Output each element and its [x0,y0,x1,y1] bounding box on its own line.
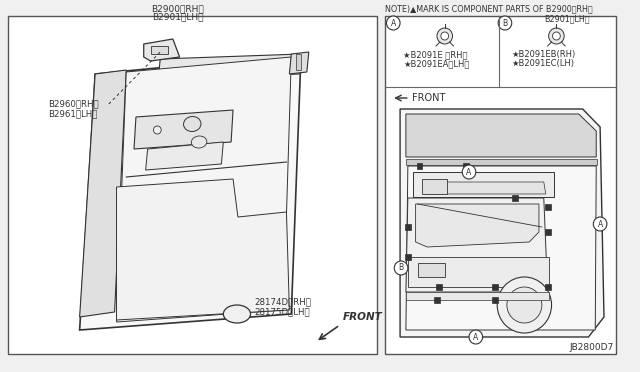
Circle shape [507,287,542,323]
Text: JB2800D7: JB2800D7 [570,343,614,352]
Polygon shape [400,109,604,337]
Text: A: A [390,19,396,28]
Bar [417,263,445,277]
Text: B2901〈LH〉: B2901〈LH〉 [152,12,204,21]
Polygon shape [406,159,597,165]
Bar [492,284,498,290]
Text: B2961〈LH〉: B2961〈LH〉 [49,109,98,119]
Polygon shape [79,70,126,317]
Bar [8,16,377,354]
Bar [512,195,518,201]
Polygon shape [116,179,289,320]
Bar [434,297,440,303]
Text: B2960〈RH〉: B2960〈RH〉 [49,99,99,109]
Text: FRONT: FRONT [343,312,383,322]
Ellipse shape [191,136,207,148]
Bar [150,46,168,54]
Circle shape [593,217,607,231]
Polygon shape [406,198,548,292]
Text: NOTE)▲MARK IS COMPONENT PARTS OF B2900〈RH〉: NOTE)▲MARK IS COMPONENT PARTS OF B2900〈R… [385,4,592,13]
Polygon shape [158,54,301,79]
Polygon shape [428,182,546,194]
Bar [296,54,301,70]
Bar [436,284,442,290]
Text: ★B2091E 〈RH〉: ★B2091E 〈RH〉 [403,50,467,59]
Circle shape [154,126,161,134]
Polygon shape [406,292,548,300]
Text: A: A [467,167,472,176]
Text: ★B2091EB(RH): ★B2091EB(RH) [512,50,576,59]
Text: FRONT: FRONT [412,93,445,103]
Bar [417,163,422,169]
Text: B: B [502,19,508,28]
Polygon shape [413,172,554,197]
Circle shape [437,28,452,44]
Text: A: A [473,333,479,341]
Polygon shape [116,57,291,322]
Polygon shape [408,257,548,287]
Circle shape [552,32,560,40]
Polygon shape [144,39,180,61]
Circle shape [387,16,400,30]
Ellipse shape [223,305,250,323]
Circle shape [498,16,512,30]
Polygon shape [146,142,223,170]
Ellipse shape [184,116,201,132]
Circle shape [138,212,196,272]
Text: B: B [399,263,404,273]
Circle shape [497,277,552,333]
Text: ★B2091EC(LH): ★B2091EC(LH) [512,59,575,68]
Circle shape [441,32,449,40]
Bar [385,16,616,354]
Polygon shape [406,166,596,330]
Text: A: A [598,219,603,228]
Polygon shape [415,204,539,247]
Bar [405,254,411,260]
Polygon shape [289,52,308,74]
Text: B2901〈LH〉: B2901〈LH〉 [544,14,589,23]
Polygon shape [422,179,447,194]
Text: ★B2091EA〈LH〉: ★B2091EA〈LH〉 [403,59,469,68]
Polygon shape [79,54,301,330]
Circle shape [394,261,408,275]
Text: 28174D〈RH〉: 28174D〈RH〉 [255,298,311,307]
Circle shape [548,28,564,44]
Bar [492,297,498,303]
Text: 28175D〈LH〉: 28175D〈LH〉 [255,308,310,317]
Bar [405,224,411,230]
Polygon shape [406,114,596,157]
Bar [545,284,550,290]
Bar [463,163,469,169]
Bar [545,204,550,210]
Circle shape [128,202,206,282]
Bar [545,229,550,235]
Text: B2900〈RH〉: B2900〈RH〉 [151,4,204,13]
Polygon shape [134,110,233,149]
Circle shape [462,165,476,179]
Circle shape [469,330,483,344]
